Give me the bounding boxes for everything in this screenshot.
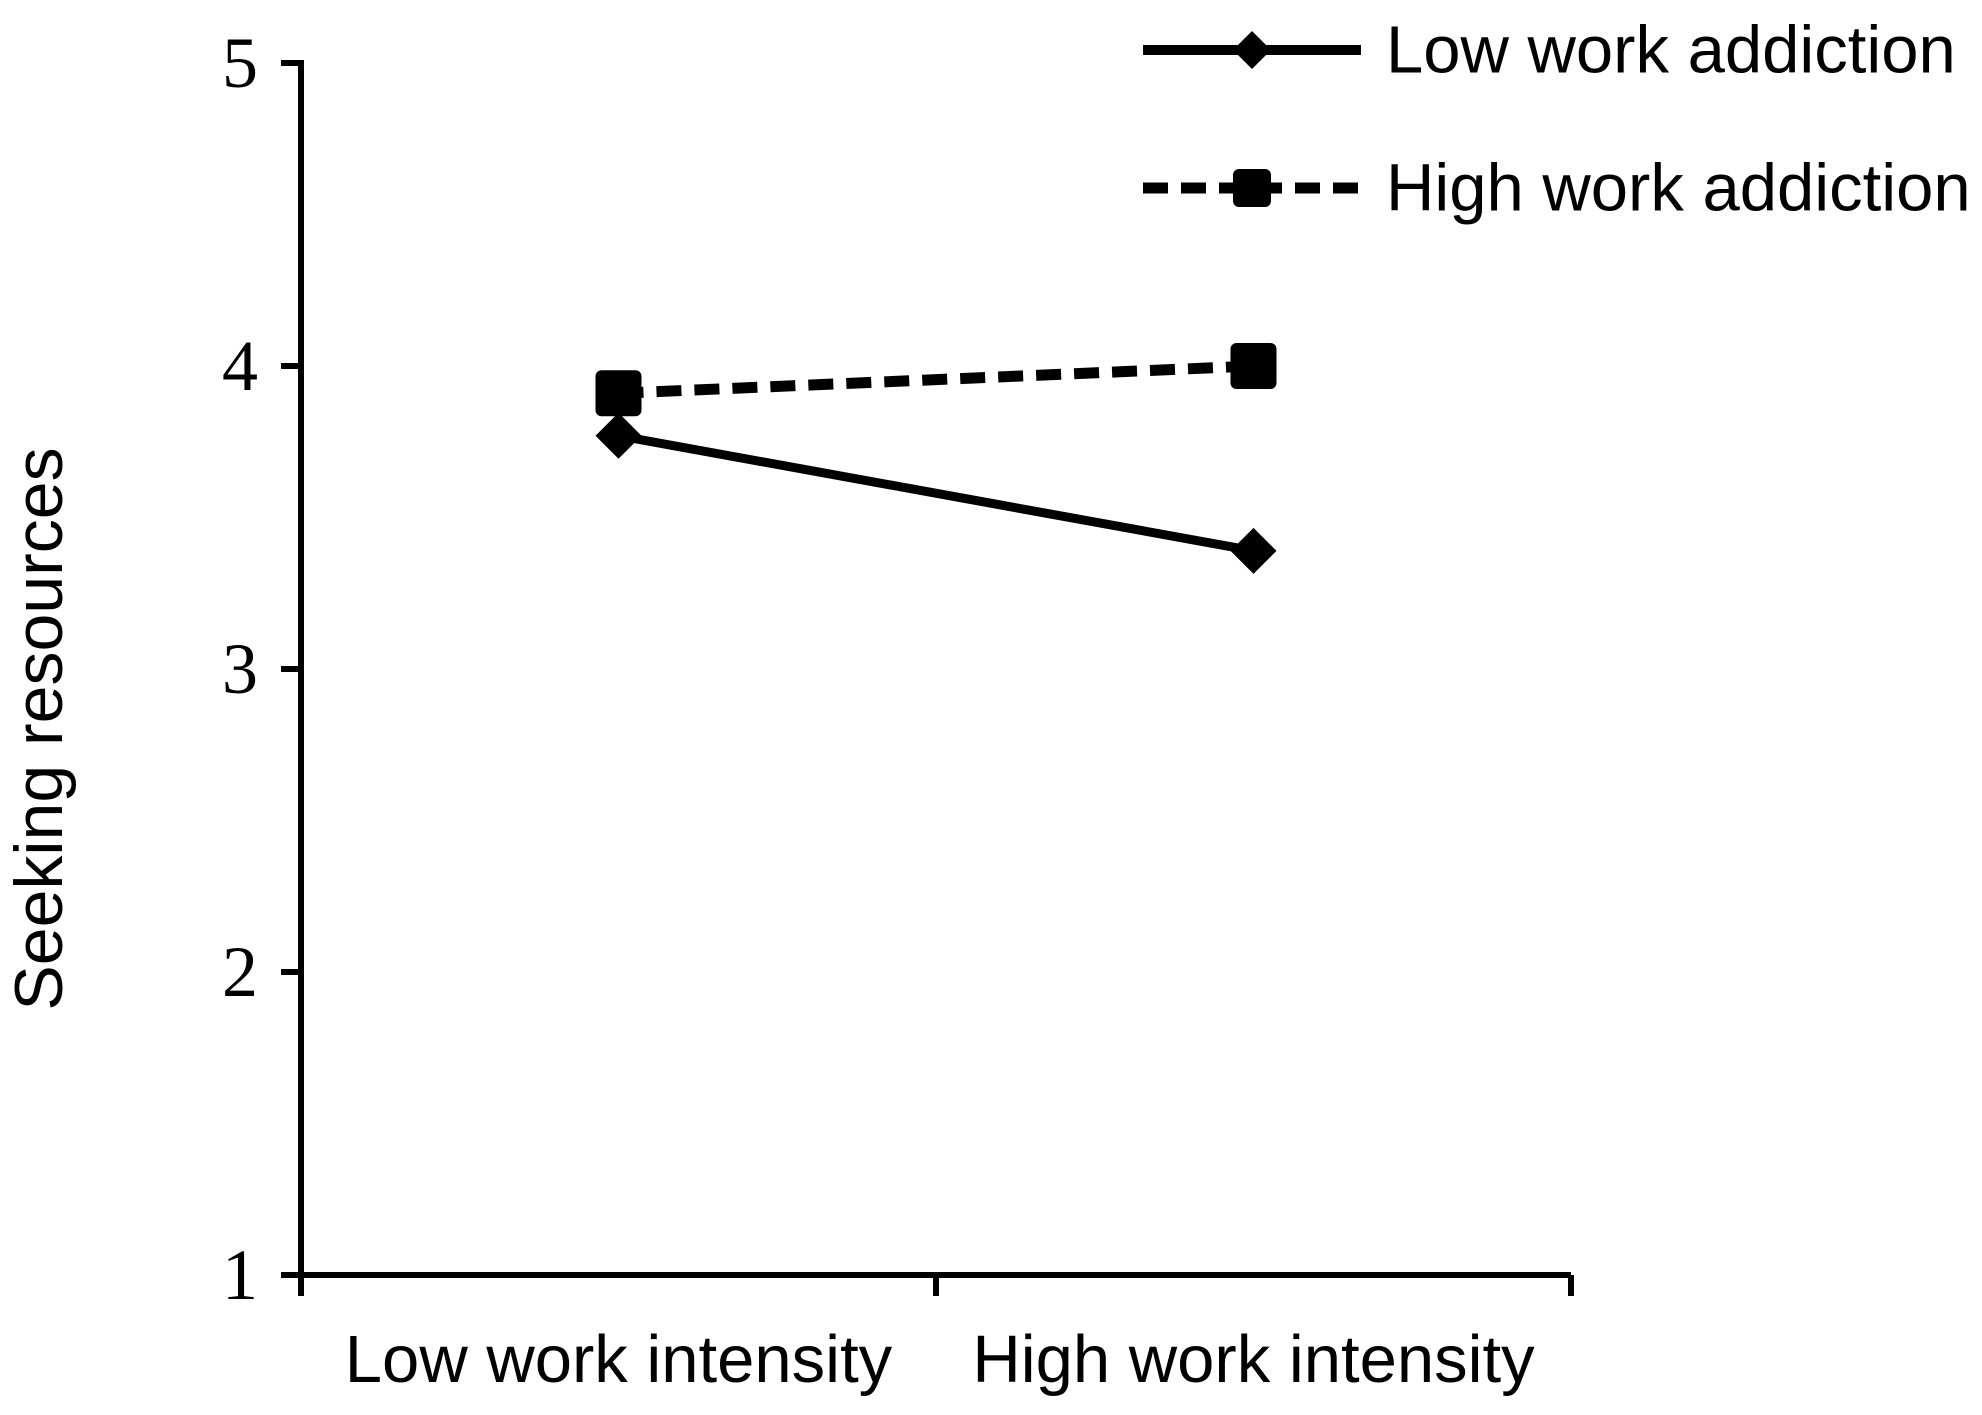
data-point-diamond-marker: [595, 412, 642, 459]
legend-diamond-marker: [1233, 31, 1271, 69]
legend-label: High work addiction: [1386, 151, 1971, 226]
legend-label: Low work addiction: [1386, 13, 1956, 88]
y-tick-label: 1: [222, 1235, 258, 1315]
data-point-square-marker: [1230, 343, 1277, 389]
series-line-diamond: [617, 431, 1255, 556]
y-tick-label: 4: [222, 326, 258, 406]
y-tick-label: 5: [222, 23, 258, 103]
legend-square-marker: [1233, 169, 1271, 207]
y-axis-title: Seeking resources: [1, 447, 77, 1010]
x-category-label: High work intensity: [972, 1322, 1535, 1397]
data-point-diamond-marker: [1230, 527, 1277, 574]
data-point-square-marker: [595, 370, 642, 417]
series-line-square: [618, 360, 1254, 399]
y-tick-label: 3: [222, 629, 258, 709]
x-category-label: Low work intensity: [345, 1322, 893, 1397]
y-tick-label: 2: [222, 932, 258, 1012]
